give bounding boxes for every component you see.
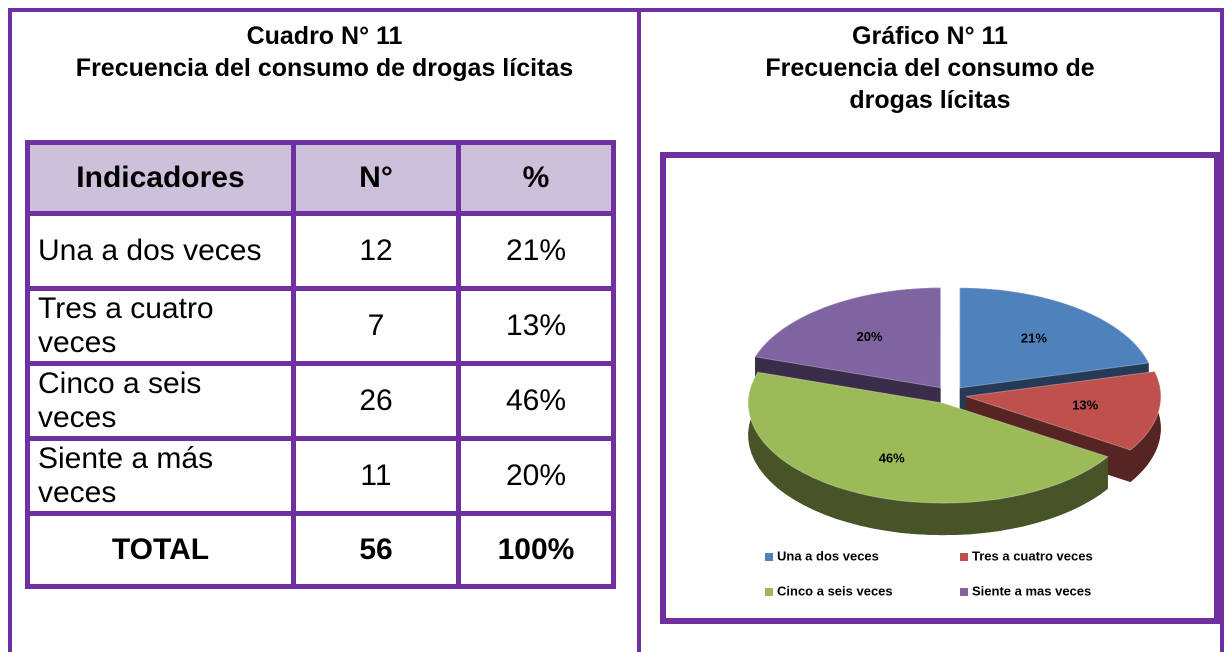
cell: 100%: [456, 511, 616, 589]
legend-swatch: [960, 588, 968, 596]
cell: TOTAL: [25, 511, 296, 589]
table-subtitle: Frecuencia del consumo de drogas lícitas: [75, 54, 574, 82]
cell: 21%: [456, 211, 616, 291]
chart-box: [660, 152, 1220, 624]
pie-slice: [959, 287, 1150, 389]
row: Siente a más veces 11 20%: [25, 436, 616, 516]
data-label: 46%: [879, 451, 905, 466]
row: Una a dos veces 12 21%: [25, 211, 616, 291]
pie-slice: [965, 370, 1162, 451]
pie-slice: [747, 371, 1109, 504]
pie-slice: [754, 287, 942, 389]
table-title-block: Cuadro N° 11 Frecuencia del consumo de d…: [12, 20, 637, 84]
cell: Cinco a seis veces: [25, 361, 296, 441]
data-label: 13%: [1072, 398, 1098, 413]
cell: Tres a cuatro veces: [25, 286, 296, 366]
cell: 20%: [456, 436, 616, 516]
table-title: Cuadro N° 11: [246, 22, 403, 50]
data-label: 20%: [857, 329, 883, 344]
header-cell: %: [456, 140, 616, 216]
pie-side: [748, 372, 1108, 536]
pie-side: [1130, 371, 1161, 482]
frame-left: [8, 8, 12, 652]
cell: 12: [291, 211, 461, 291]
legend-label: Tres a cuatro veces: [972, 548, 1093, 563]
frame-right: [1220, 8, 1224, 652]
table: Indicadores N° % Una a dos veces 12 21% Tr…: [25, 140, 616, 589]
cell: 7: [291, 286, 461, 366]
cell: 13%: [456, 286, 616, 366]
legend-swatch: [765, 588, 773, 596]
legend-swatch: [765, 553, 773, 561]
chart-title: Gráfico N° 11: [852, 22, 1008, 50]
cell: Siente a más veces: [25, 436, 296, 516]
frame-top: [8, 8, 1222, 12]
header-row: Indicadores N° %: [25, 140, 616, 216]
data-label: 21%: [1021, 330, 1047, 345]
chart-subtitle: Frecuencia del consumo de drogas lícitas: [765, 54, 1095, 114]
header-cell: N°: [291, 140, 461, 216]
cell: 46%: [456, 361, 616, 441]
legend-label: Siente a mas veces: [972, 583, 1091, 598]
row: Tres a cuatro veces 7 13%: [25, 286, 616, 366]
header-cell: Indicadores: [25, 140, 296, 216]
row: Cinco a seis veces 26 46%: [25, 361, 616, 441]
legend-label: Una a dos veces: [777, 548, 879, 563]
cell: 56: [291, 511, 461, 589]
legend-swatch: [960, 553, 968, 561]
legend-label: Cinco a seis veces: [777, 583, 893, 598]
total-row: TOTAL 56 100%: [25, 511, 616, 589]
frame-mid: [637, 8, 641, 652]
chart-title-block: Gráfico N° 11 Frecuencia del consumo de …: [680, 20, 1180, 116]
cell: Una a dos veces: [25, 211, 296, 291]
cell: 26: [291, 361, 461, 441]
cell: 11: [291, 436, 461, 516]
